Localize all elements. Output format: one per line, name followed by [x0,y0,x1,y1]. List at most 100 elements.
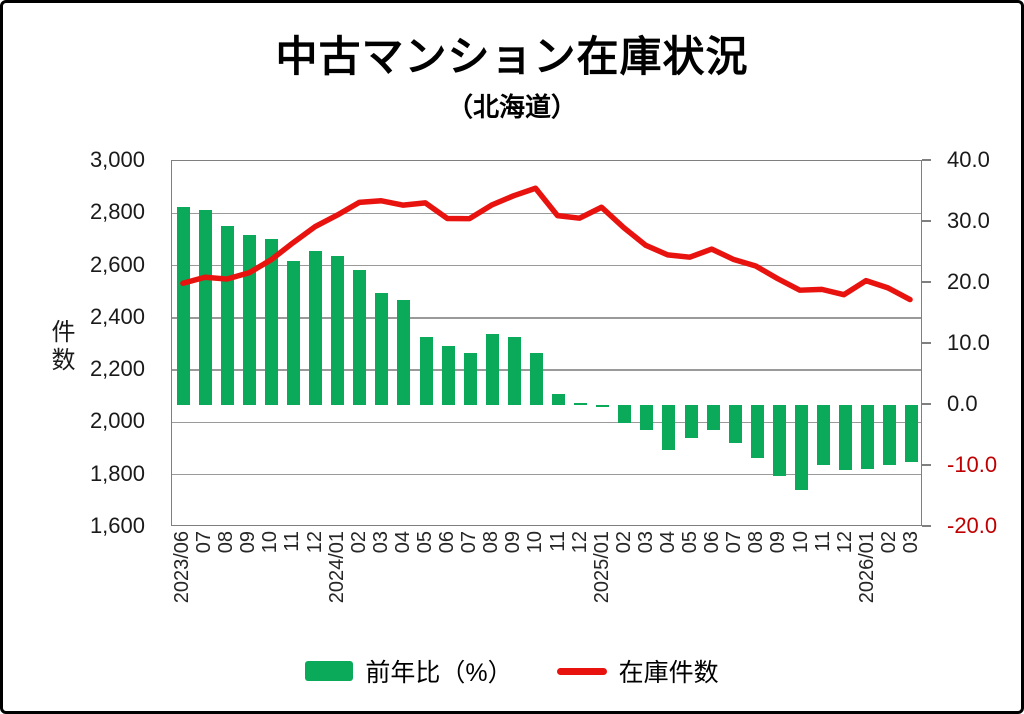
chart-subtitle: （北海道） [446,92,577,122]
x-axis-tick-label: 02 [347,531,370,554]
yoy-bar [419,336,433,405]
x-axis-tick-label: 02 [612,531,635,554]
yoy-bar [176,207,190,405]
x-axis-tick-label: 08 [745,531,768,554]
yoy-bar [220,225,234,405]
x-axis-tick-label: 07 [193,531,216,554]
yoy-bar [905,405,919,463]
yoy-bar [750,405,764,459]
yoy-bar [684,405,698,438]
yoy-bar [596,405,610,408]
yoy-bar [463,353,477,405]
plot-area [171,160,922,526]
x-axis-tick-label: 04 [391,531,414,554]
x-axis-tick-label: 03 [369,531,392,554]
yoy-bar [861,405,875,470]
yoy-bar [574,402,588,405]
x-axis-tick-label: 06 [701,531,724,554]
yoy-bar [552,394,566,405]
yoy-bar [353,269,367,405]
yoy-bar [640,405,654,430]
x-axis-tick-label: 07 [723,531,746,554]
x-axis-tick-label: 08 [480,531,503,554]
right-axis-tick-label: -20.0 [947,513,998,538]
x-axis-tick-label: 10 [789,531,812,554]
left-axis-tick-label: 2,600 [89,251,145,277]
gridline [172,421,921,424]
x-axis-tick-label: 2024/01 [325,531,348,604]
yoy-bar [507,336,521,405]
yoy-bar [375,292,389,405]
x-axis-tick-label: 09 [237,531,260,554]
x-axis-tick-label: 06 [436,531,459,554]
right-axis-tick-mark [922,403,931,405]
yoy-bar [198,209,212,405]
gridline [172,474,921,476]
x-axis-tick-label: 05 [414,531,436,554]
x-axis-tick-label: 03 [899,531,922,554]
yoy-bar [795,405,808,491]
inventory-line [180,185,913,303]
x-axis-tick-label: 02 [877,531,900,554]
yoy-bar [441,346,455,405]
yoy-bar [331,256,345,405]
yoy-bar-swatch-icon [305,661,354,681]
x-axis-tick-label: 2023/06 [171,531,194,604]
right-axis-tick-label: -10.0 [947,452,998,477]
x-axis-tick-label: 09 [502,531,525,554]
x-axis-tick-label: 12 [833,531,856,554]
right-axis-tick-mark [922,342,931,344]
right-axis-tick-label: 30.0 [947,208,990,233]
right-axis-tick-label: 40.0 [947,147,990,172]
yoy-bar [618,405,632,423]
x-axis-tick-label: 07 [458,531,481,554]
left-axis-tick-label: 1,800 [89,460,145,486]
x-axis-tick-label: 12 [568,531,591,554]
yoy-bar [485,334,499,405]
yoy-bar [662,405,676,451]
yoy-bar [772,405,786,477]
inventory-line-swatch-icon [556,667,607,675]
left-axis-title: 件数 [47,319,74,375]
yoy-bar [242,235,256,405]
legend: 前年比（%） 在庫件数 [3,653,1021,689]
gridline [172,212,921,214]
yoy-bar [883,405,897,465]
yoy-bar [529,352,543,405]
x-axis-tick-label: 11 [811,531,834,552]
legend-label-yoy: 前年比（%） [365,659,513,687]
gridline [172,264,921,267]
yoy-bar [728,405,742,443]
legend-label-inventory: 在庫件数 [618,659,719,687]
legend-item-yoy: 前年比（%） [305,653,513,689]
x-axis-tick-label: 10 [259,531,282,554]
gridline [172,369,921,371]
x-axis-tick-label: 12 [303,531,326,554]
yoy-bar [309,250,323,405]
right-axis-tick-mark [922,525,931,527]
left-axis-tick-label: 3,000 [89,147,145,172]
x-axis-tick-label: 11 [281,531,304,552]
x-axis-tick-label: 03 [634,531,657,554]
x-axis-tick-label: 05 [679,531,702,554]
right-axis-tick-label: 20.0 [947,269,990,294]
left-axis-tick-label: 2,000 [89,408,145,434]
yoy-bar [397,300,411,405]
x-axis-tick-label: 2026/01 [855,531,878,604]
x-axis-tick-label: 04 [656,531,679,554]
right-axis-tick-label: 10.0 [947,330,990,355]
yoy-bar [264,239,278,405]
right-axis-tick-mark [922,159,931,161]
left-axis-tick-label: 2,200 [89,356,145,382]
gridline [172,317,921,319]
right-axis-tick-mark [922,281,931,283]
legend-item-inventory: 在庫件数 [556,653,719,689]
right-axis-tick-mark [922,464,931,466]
x-axis-tick-label: 2025/01 [590,531,613,604]
yoy-bar [286,261,300,405]
x-axis-tick-label: 08 [215,531,238,554]
x-axis-tick-label: 11 [546,531,569,552]
yoy-bar [839,405,853,471]
left-axis-tick-label: 1,600 [89,513,145,538]
